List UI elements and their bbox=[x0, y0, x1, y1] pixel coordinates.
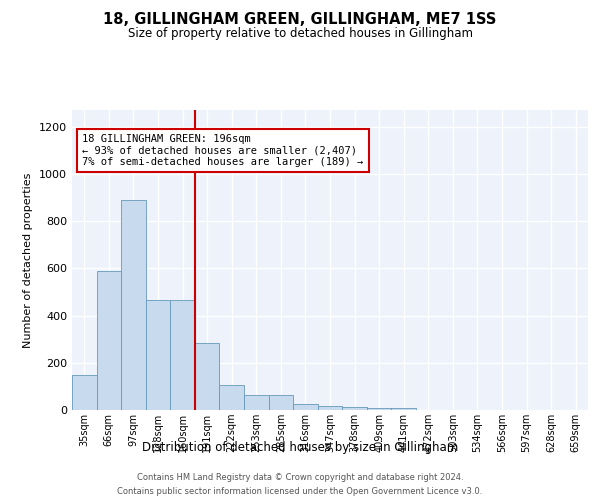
Bar bbox=[72, 374, 97, 410]
Text: Distribution of detached houses by size in Gillingham: Distribution of detached houses by size … bbox=[142, 441, 458, 454]
Bar bbox=[318, 406, 342, 410]
Bar bbox=[220, 385, 244, 410]
Bar bbox=[244, 396, 269, 410]
Text: 18, GILLINGHAM GREEN, GILLINGHAM, ME7 1SS: 18, GILLINGHAM GREEN, GILLINGHAM, ME7 1S… bbox=[103, 12, 497, 28]
Text: Contains HM Land Registry data © Crown copyright and database right 2024.: Contains HM Land Registry data © Crown c… bbox=[137, 473, 463, 482]
Bar bbox=[121, 200, 146, 410]
Bar bbox=[97, 270, 121, 410]
Bar bbox=[391, 408, 416, 410]
Bar bbox=[269, 396, 293, 410]
Bar bbox=[170, 300, 195, 410]
Bar bbox=[195, 342, 220, 410]
Bar bbox=[367, 408, 391, 410]
Text: 18 GILLINGHAM GREEN: 196sqm
← 93% of detached houses are smaller (2,407)
7% of s: 18 GILLINGHAM GREEN: 196sqm ← 93% of det… bbox=[82, 134, 364, 167]
Text: Size of property relative to detached houses in Gillingham: Size of property relative to detached ho… bbox=[128, 28, 473, 40]
Bar bbox=[342, 406, 367, 410]
Text: Contains public sector information licensed under the Open Government Licence v3: Contains public sector information licen… bbox=[118, 486, 482, 496]
Bar bbox=[293, 404, 318, 410]
Y-axis label: Number of detached properties: Number of detached properties bbox=[23, 172, 34, 348]
Bar bbox=[146, 300, 170, 410]
